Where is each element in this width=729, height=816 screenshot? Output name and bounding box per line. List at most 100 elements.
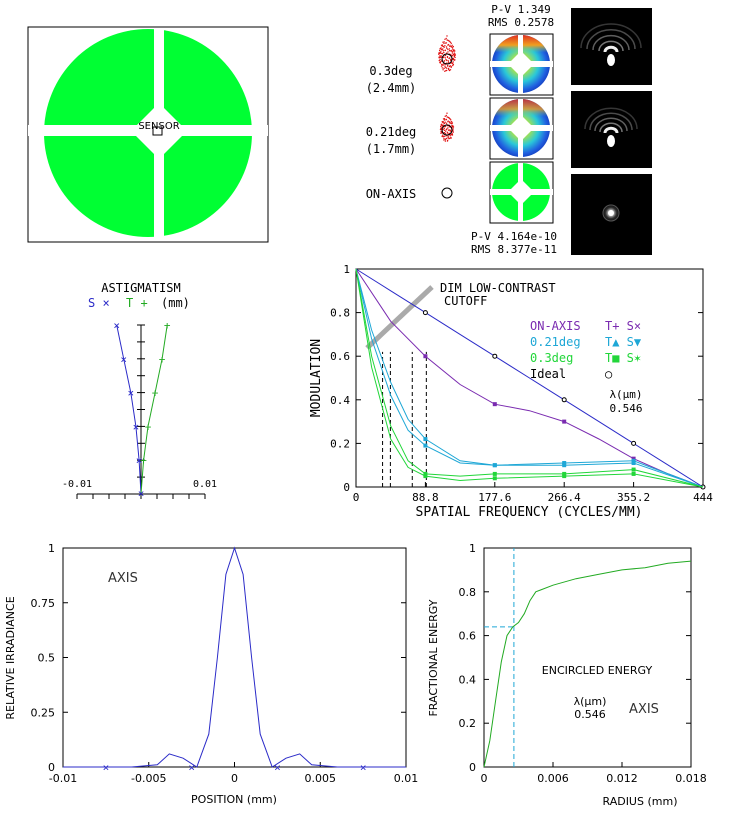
spot-dot	[441, 121, 443, 123]
spot-dot	[442, 48, 444, 50]
airy-circle-2	[441, 187, 453, 199]
field-height-0: (2.4mm)	[366, 81, 417, 95]
spot-dot	[445, 37, 447, 40]
mtf-point	[631, 461, 636, 466]
spot-dot	[454, 56, 456, 59]
spot-dot	[439, 48, 441, 50]
astig-marker: +	[140, 454, 147, 467]
rms-top: RMS 0.2578	[488, 16, 554, 29]
spot-dot	[443, 60, 446, 62]
psf-y-axis-label: RELATIVE IRRADIANCE	[4, 596, 17, 719]
mtf-point	[562, 461, 567, 466]
mtf-point	[492, 471, 497, 476]
ee-y-tick-label: 0.8	[459, 586, 477, 599]
sensor-marker-icon	[152, 126, 163, 136]
mtf-y-tick-label: 0.4	[330, 394, 350, 407]
astig-marker: ×	[120, 353, 127, 366]
spot-dot	[440, 124, 442, 126]
spot-dot	[442, 41, 444, 43]
astig-marker: ×	[136, 454, 143, 467]
mtf-x-tick-label: 355.2	[617, 491, 650, 504]
spot-dot	[452, 126, 455, 128]
pv-bottom: P-V 4.164e-10	[471, 230, 557, 243]
spot-dot	[440, 65, 443, 67]
spot-dot	[448, 69, 451, 72]
mtf-point	[562, 471, 567, 476]
spot-dot	[450, 66, 452, 69]
spot-dot	[449, 137, 451, 139]
spot-dot	[439, 55, 441, 57]
astig-legend-t: T +	[126, 296, 148, 310]
mtf-legend-marks: T■ S✶	[605, 351, 641, 365]
mtf-series-line	[355, 268, 704, 488]
spot-dot	[451, 54, 453, 57]
spot-dot	[444, 121, 446, 123]
pv-top: P-V 1.349	[491, 3, 551, 16]
spot-dot	[445, 42, 447, 44]
wavefront-maps	[489, 33, 554, 224]
spot-dot	[447, 60, 450, 62]
ee-ticks: 0 0.2 0.4 0.6 0.8 1 0 0.006 0.012 0.018	[459, 542, 707, 785]
mtf-point	[423, 354, 428, 359]
mtf-point	[492, 463, 497, 468]
mtf-y-tick-label: 0.6	[330, 350, 350, 363]
mtf-y-tick-label: 1	[343, 263, 350, 276]
mtf-plot: 0 0.2 0.4 0.6 0.8 1 0 88.8 177.6 266.4 355.2 444 DI…	[309, 263, 713, 520]
mtf-curves	[355, 268, 706, 490]
psf-x-axis-label: POSITION (mm)	[191, 793, 277, 806]
spot-dot	[444, 54, 447, 57]
spot-dot	[444, 135, 446, 137]
spot-dot	[441, 135, 443, 138]
psf-x-tick-label: 0.01	[394, 772, 419, 785]
psf-marker: ×	[188, 761, 195, 774]
psf-fringe-arc	[584, 107, 638, 130]
spot-dot	[449, 130, 452, 132]
spot-dot	[444, 65, 446, 67]
psf-marker: ×	[274, 761, 281, 774]
ee-y-tick-label: 1	[469, 542, 476, 555]
mtf-x-tick-label: 88.8	[412, 491, 439, 504]
spot-dot	[450, 49, 452, 52]
spot-dot	[442, 45, 445, 48]
spot-dot	[438, 57, 440, 59]
mtf-point	[423, 437, 428, 442]
psf-ticks: 0 0.25 0.5 0.75 1 -0.01 -0.005 0 0.005 0.01	[31, 542, 419, 785]
spot-dot	[446, 132, 449, 134]
mtf-annotation-1: DIM LOW-CONTRAST	[440, 281, 556, 295]
spot-dot	[450, 58, 452, 61]
mtf-point	[631, 471, 636, 476]
spot-dot	[452, 57, 455, 60]
spot-dot	[447, 135, 449, 137]
psf-fringe-arc	[599, 122, 623, 133]
mtf-legend-marks: ○	[605, 367, 612, 381]
spot-dot	[440, 132, 442, 134]
psf-fringes-1	[584, 107, 638, 147]
mtf-legend-marks: T+ S×	[605, 319, 641, 333]
psf-x-tick-label: -0.01	[49, 772, 77, 785]
mtf-x-tick-label: 177.6	[478, 491, 511, 504]
spot-dot	[448, 68, 450, 71]
wavefront-obscuration-0	[508, 51, 534, 77]
spot-dot	[440, 44, 443, 46]
mtf-x-tick-label: 266.4	[548, 491, 581, 504]
astig-marker: ×	[127, 387, 134, 400]
ee-y-axis-label: FRACTIONAL ENERGY	[427, 599, 440, 716]
spot-dot	[452, 61, 454, 63]
spot-dot	[447, 136, 449, 139]
spot-dot	[440, 125, 442, 128]
spot-dot	[453, 52, 455, 54]
psf-y-tick-label: 0.75	[31, 597, 56, 610]
astig-marker: ×	[113, 319, 120, 332]
ee-lambda-value: 0.546	[574, 708, 606, 721]
mtf-series-line	[355, 268, 704, 488]
field-label-1: 0.21deg	[366, 125, 417, 139]
spot-dot	[446, 65, 449, 67]
spot-dot	[448, 65, 451, 68]
spot-dot	[449, 135, 451, 137]
spot-dot	[448, 57, 450, 60]
spot-dot	[447, 51, 449, 53]
spot-dot	[450, 46, 453, 48]
field-label-0: 0.3deg	[369, 64, 412, 78]
mtf-legend-label: ON-AXIS	[530, 319, 581, 333]
psf-marker: ×	[103, 761, 110, 774]
